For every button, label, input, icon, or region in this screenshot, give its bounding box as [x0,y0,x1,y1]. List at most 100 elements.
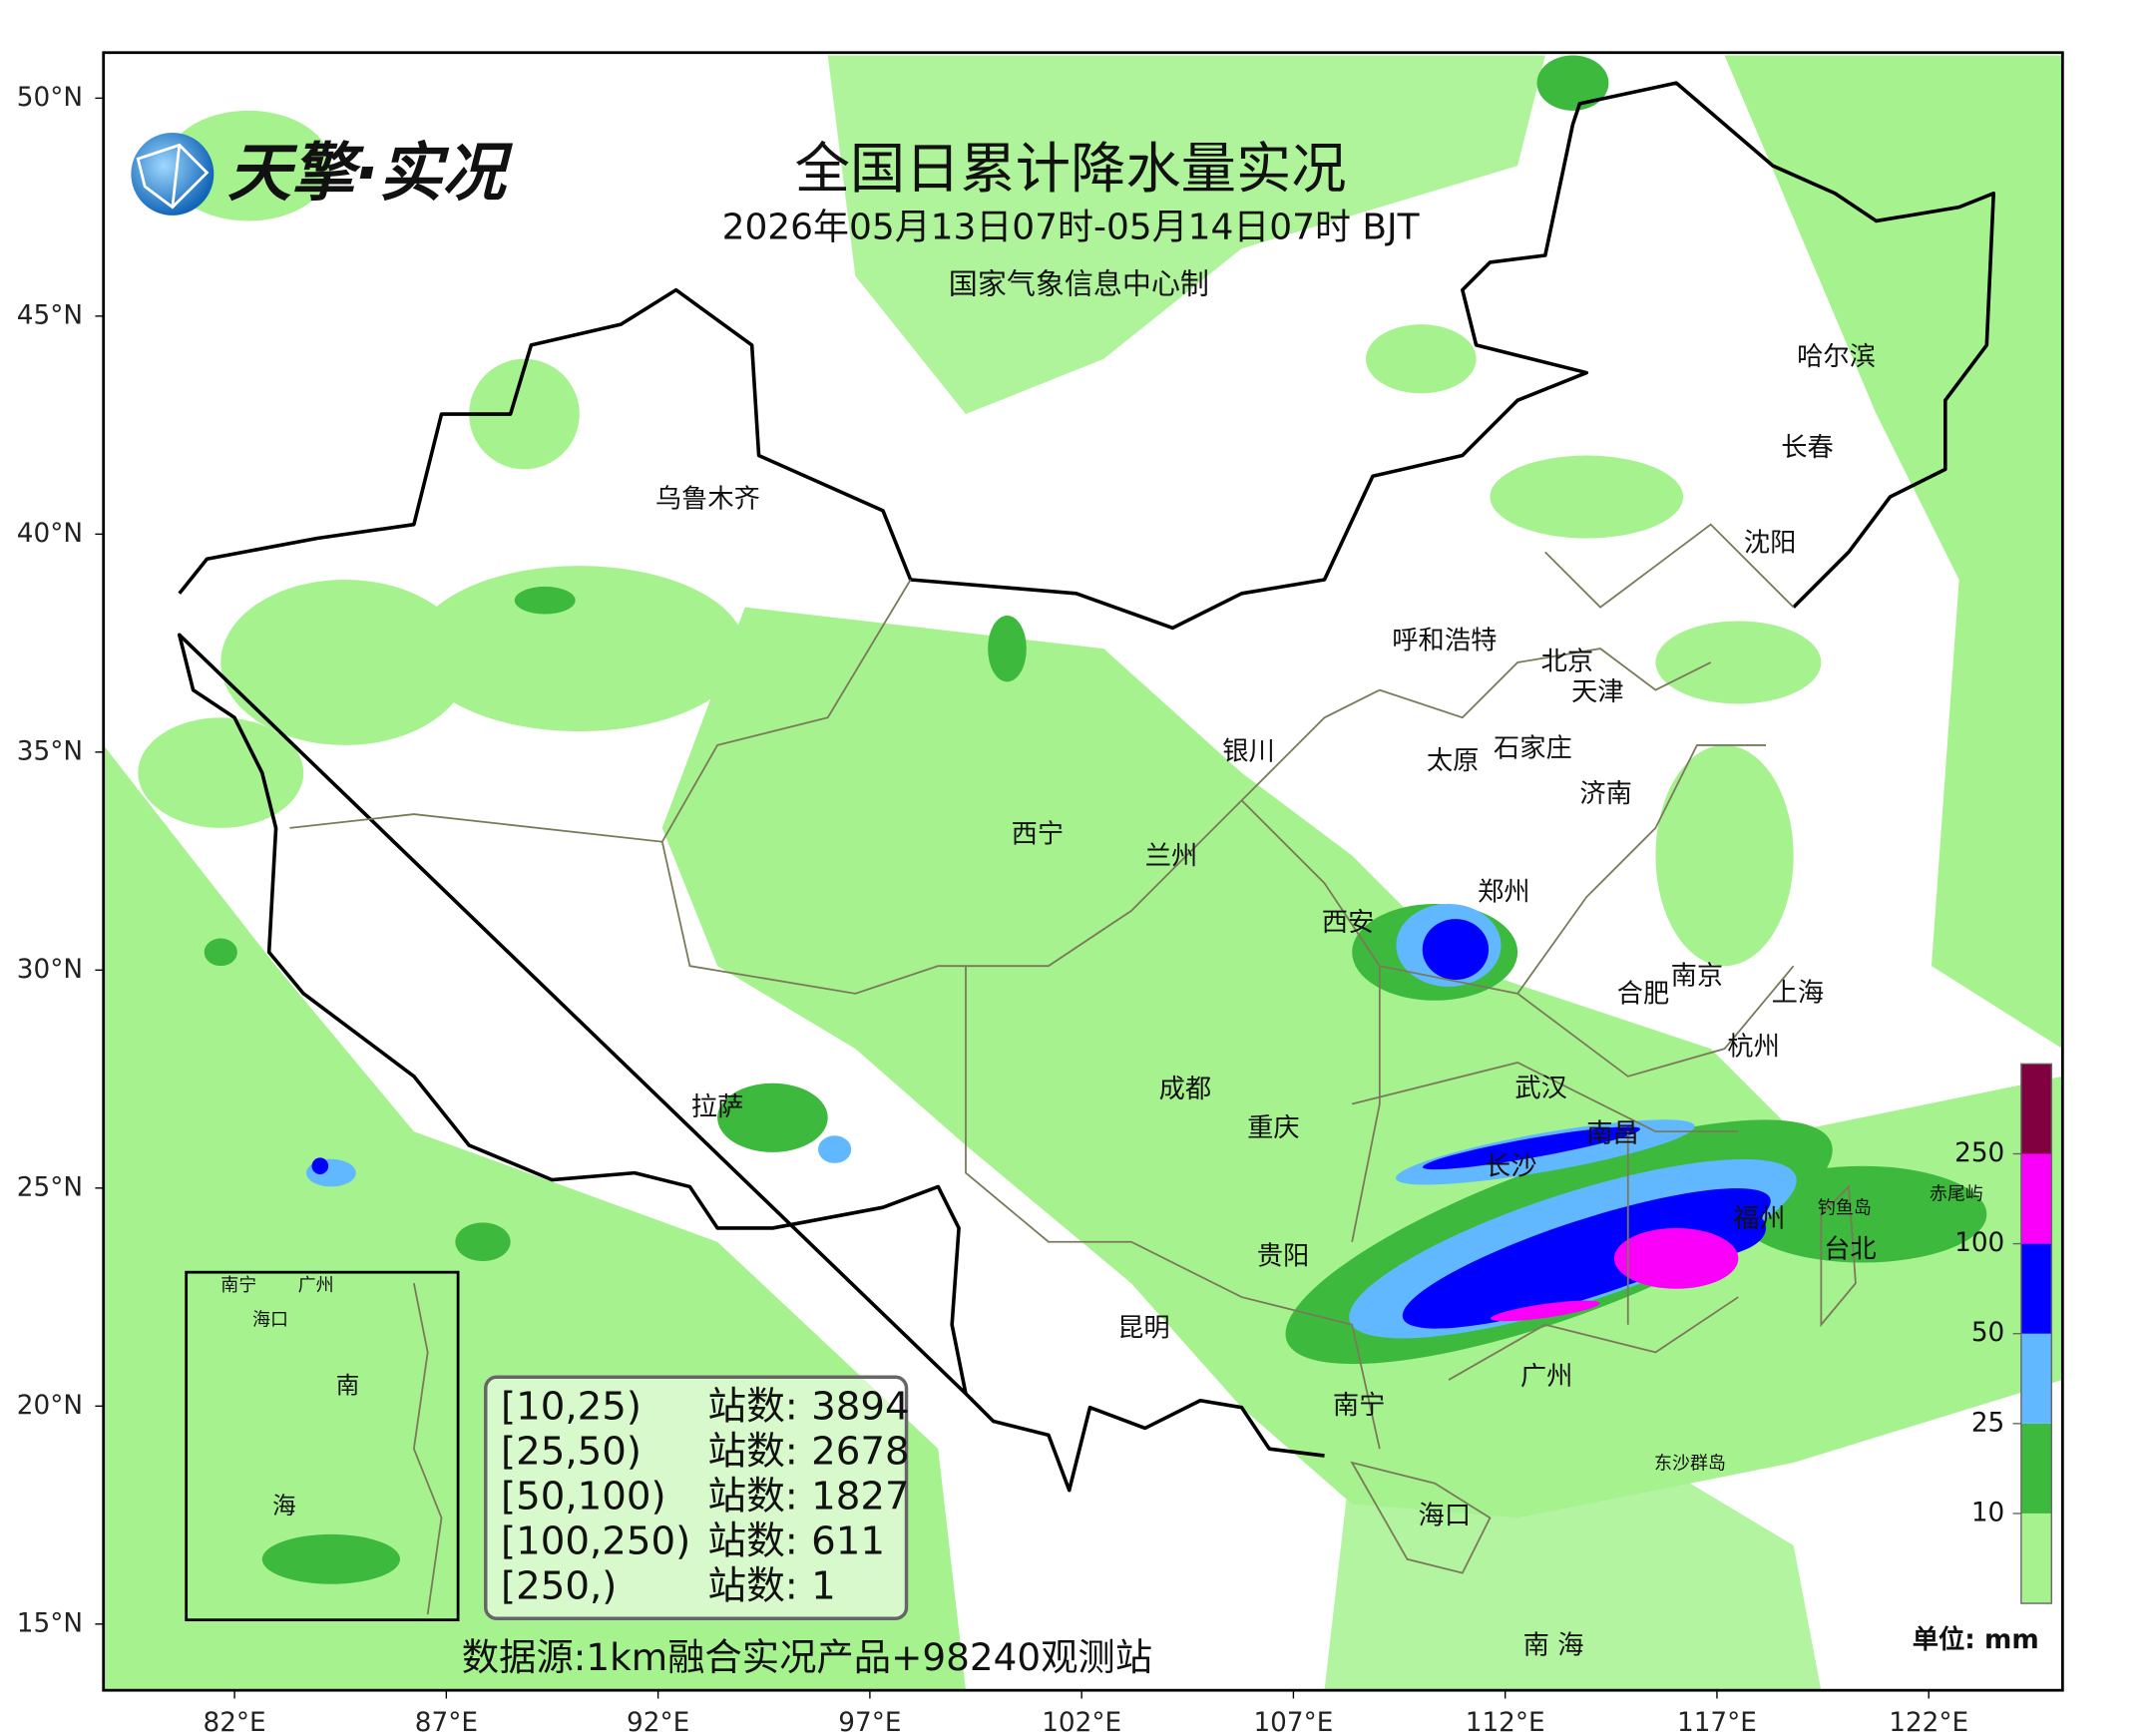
place-label: 西安 [1322,908,1375,938]
map-shape [1490,1300,1600,1322]
map-shape [455,1222,511,1262]
lon-tick-label: 117°E [1677,1708,1757,1736]
place-label: 天津 [1571,677,1624,707]
place-label: 昆明 [1117,1313,1170,1343]
place-label: 长沙 [1485,1152,1537,1182]
map-shape [220,579,470,745]
map-shape [827,55,1545,415]
place-label: 南昌 [1586,1118,1639,1148]
map-shape [1422,919,1490,981]
brand-logo [131,132,215,216]
station-count: 1827 [811,1474,910,1519]
lon-tick-label: 102°E [1042,1708,1121,1736]
place-label: 武汉 [1514,1074,1567,1103]
place-label: 石家庄 [1494,734,1572,764]
place-label: 成都 [1159,1075,1212,1104]
map-shape [1613,1227,1739,1289]
inset-label: 南 [336,1371,359,1399]
map-shape [289,523,1857,1574]
map-shape [1324,1449,1822,1691]
colorbar-tick-label: 50 [1971,1318,2004,1348]
place-label: 杭州 [1727,1032,1780,1062]
map-shape: [10,25) 站数: 3894 [25,50) 站数: 2678 [50,100) 站数: 1… [501,1385,910,1609]
place-label: 东沙群岛 [1654,1453,1726,1474]
lat-tick-label: 40°N [17,519,83,549]
lon-tick-label: 82°E [204,1708,266,1736]
colorbar-tick-label: 10 [1971,1498,2004,1527]
brand-name: 天擎·实况 [227,137,513,211]
map-shape [413,566,745,732]
station-range: [25,50) [501,1430,642,1475]
map-shape [138,717,304,828]
time-range: 2026年05月13日07时-05月14日07时 BJT [722,208,1421,248]
colorbar-segment [2020,1423,2052,1514]
map-shape [514,586,576,615]
map-shape [661,607,2063,1519]
station-range: [100,250) [501,1519,690,1563]
map-title: 全国日累计降水量实况 [795,138,1347,202]
colorbar-segment [2020,1064,2052,1154]
place-label: 上海 [1772,978,1825,1008]
colorbar-segment [2020,1333,2052,1424]
station-count-label: 站数: [707,1385,797,1430]
place-label: 太原 [1427,746,1480,776]
unit-label: 单位: mm [1913,1624,2039,1655]
place-label: 南 海 [1523,1630,1584,1660]
map-shape [311,1157,329,1174]
station-legend-box [484,1375,909,1620]
map-shape [988,615,1027,682]
place-label: 哈尔滨 [1797,342,1876,372]
colorbar-tick-label: 100 [1954,1228,2004,1258]
lon-tick-label: 97°E [838,1708,901,1736]
station-count: 611 [811,1519,885,1563]
place-label: 南宁 [1333,1391,1386,1421]
lat-tick-label: 25°N [17,1172,83,1202]
map-frame [102,51,2064,1692]
inset-map [185,1270,460,1622]
map-shape [204,938,237,967]
map-shape [1738,1165,1987,1263]
place-label: 长春 [1781,433,1834,463]
map-shape [1490,1227,1739,1322]
lon-tick-label: 112°E [1466,1708,1545,1736]
inset-label: 海口 [252,1310,288,1331]
map-shape [1536,55,1609,111]
inset-label: 广州 [298,1275,334,1296]
place-label: 郑州 [1478,877,1530,907]
map-shape [818,1135,852,1163]
station-count-label: 站数: [707,1563,797,1608]
lat-tick-label: 15°N [17,1608,83,1638]
inset-label: 海 [272,1492,296,1519]
map-shape [136,143,210,210]
map-shape [1724,55,2063,1050]
place-label: 台北 [1824,1235,1877,1265]
place-label: 贵阳 [1257,1241,1310,1271]
data-source: 数据源:1km融合实况产品+98240观测站 [462,1635,1152,1679]
lat-tick-label: 35°N [17,736,83,766]
producer: 国家气象信息中心制 [949,266,1209,300]
map-shape [469,358,580,470]
place-label: 拉萨 [691,1092,744,1122]
lat-tick-label: 50°N [17,83,83,113]
map-shape [1422,1126,1640,1170]
lat-tick-label: 20°N [17,1391,83,1421]
place-label: 南京 [1671,962,1724,992]
map-shape [717,1083,828,1152]
colorbar-segment [2020,1513,2052,1604]
lon-tick-label: 122°E [1889,1708,1968,1736]
station-range: [50,100) [501,1474,666,1519]
colorbar-tick-label: 250 [1954,1138,2004,1168]
place-label: 广州 [1520,1362,1573,1392]
place-label: 北京 [1541,647,1594,676]
place-label: 乌鲁木齐 [655,484,760,514]
colorbar-tick-label: 25 [1971,1408,2004,1438]
station-range: [250,) [501,1563,617,1608]
station-count: 2678 [811,1430,910,1475]
place-label: 济南 [1579,779,1632,809]
station-count: 1 [811,1563,836,1608]
map-shape [1366,324,1477,394]
map-shape [412,1283,443,1615]
station-count: 3894 [811,1385,910,1430]
